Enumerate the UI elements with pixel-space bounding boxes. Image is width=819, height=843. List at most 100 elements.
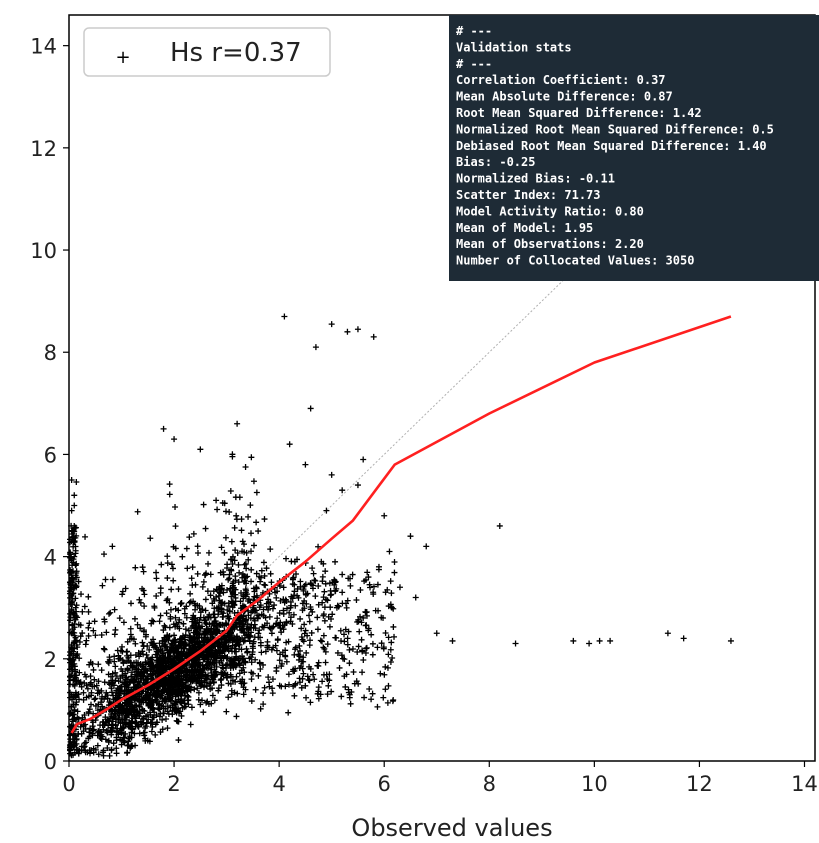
data-point <box>375 563 382 570</box>
data-point <box>169 565 176 572</box>
data-point <box>77 622 84 629</box>
data-point <box>368 696 375 703</box>
data-point <box>295 651 302 658</box>
data-point <box>135 659 142 666</box>
data-point <box>315 601 322 608</box>
data-point <box>257 634 264 641</box>
y-tick-label: 4 <box>44 546 57 570</box>
data-point <box>71 492 78 499</box>
data-point <box>90 666 97 673</box>
data-point <box>196 616 203 623</box>
data-point <box>182 673 189 680</box>
data-point <box>170 577 177 584</box>
data-point <box>355 618 362 625</box>
data-point <box>269 676 276 683</box>
data-point <box>228 593 235 600</box>
data-point <box>203 621 210 628</box>
data-point <box>179 635 186 642</box>
data-point <box>150 714 157 721</box>
data-point <box>185 693 192 700</box>
data-point <box>232 494 239 501</box>
data-point <box>300 638 307 645</box>
data-point <box>341 631 348 638</box>
data-point <box>260 559 267 566</box>
data-point <box>160 425 167 432</box>
data-point <box>105 739 112 746</box>
data-point <box>128 720 135 727</box>
data-point <box>240 691 247 698</box>
data-point <box>226 575 233 582</box>
data-point <box>299 607 306 614</box>
data-point <box>227 657 234 664</box>
data-point <box>248 454 255 461</box>
data-point <box>75 677 82 684</box>
data-point <box>152 731 159 738</box>
data-point <box>91 696 98 703</box>
data-point <box>249 604 256 611</box>
data-point <box>166 491 173 498</box>
data-point <box>127 659 134 666</box>
stats-line: Correlation Coefficient: 0.37 <box>456 73 666 87</box>
data-point <box>72 543 79 550</box>
data-point <box>71 645 78 652</box>
legend-entry: Hs r=0.37 <box>170 38 302 68</box>
data-point <box>189 663 196 670</box>
x-tick-label: 8 <box>483 772 496 796</box>
data-point <box>199 650 206 657</box>
data-point <box>297 615 304 622</box>
data-point <box>223 564 230 571</box>
data-point <box>238 527 245 534</box>
data-point <box>324 691 331 698</box>
data-point <box>248 548 255 555</box>
data-point <box>192 602 199 609</box>
data-point <box>216 659 223 666</box>
data-point <box>211 679 218 686</box>
data-point <box>78 591 85 598</box>
data-point <box>243 645 250 652</box>
data-point <box>234 633 241 640</box>
data-point <box>312 593 319 600</box>
data-point <box>128 600 135 607</box>
data-point <box>260 690 267 697</box>
data-point <box>286 609 293 616</box>
data-point <box>384 699 391 706</box>
data-point <box>144 737 151 744</box>
data-point <box>254 614 261 621</box>
data-point <box>272 589 279 596</box>
data-point <box>75 578 82 585</box>
data-point <box>166 675 173 682</box>
data-point <box>215 605 222 612</box>
data-point <box>147 535 154 542</box>
data-point <box>263 565 270 572</box>
data-point <box>163 715 169 722</box>
data-point <box>322 568 329 575</box>
data-point <box>92 695 99 702</box>
data-point <box>127 625 134 632</box>
data-point <box>257 602 264 609</box>
data-point <box>334 649 341 656</box>
data-point <box>254 612 261 619</box>
data-point <box>243 549 250 556</box>
data-point <box>111 653 118 660</box>
data-point <box>154 680 161 687</box>
data-point <box>244 573 251 580</box>
data-point <box>97 735 104 742</box>
data-point <box>192 615 199 622</box>
data-point <box>220 647 227 654</box>
data-point <box>122 687 129 694</box>
data-point <box>607 637 614 644</box>
data-point <box>86 706 93 713</box>
data-point <box>342 626 349 633</box>
data-point <box>382 663 389 670</box>
data-point <box>321 588 328 595</box>
data-point <box>216 640 223 647</box>
data-point <box>149 697 156 704</box>
data-point <box>232 594 239 601</box>
data-point <box>179 632 186 639</box>
data-point <box>332 579 339 586</box>
y-tick-label: 12 <box>30 137 57 161</box>
data-point <box>110 740 117 747</box>
data-point <box>71 732 78 739</box>
data-point <box>111 606 118 613</box>
data-point <box>281 599 288 606</box>
